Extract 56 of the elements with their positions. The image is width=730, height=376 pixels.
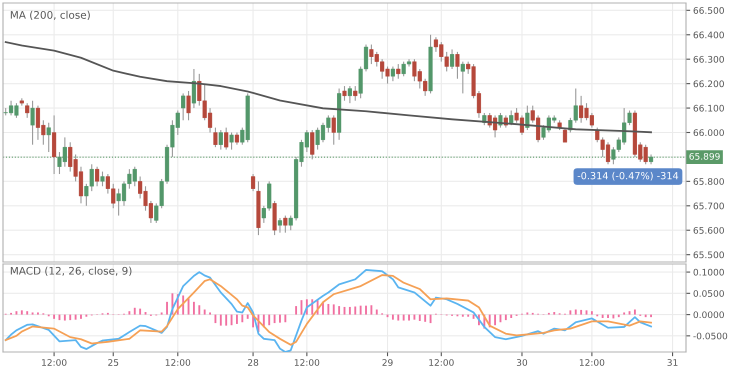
candlestick xyxy=(450,48,454,70)
candlestick xyxy=(46,122,51,153)
candlestick xyxy=(509,110,514,126)
candlestick xyxy=(332,114,336,146)
y-tick-label: 66.200 xyxy=(694,80,724,88)
candlestick xyxy=(396,64,400,80)
candlestick xyxy=(460,61,465,94)
candlestick xyxy=(342,86,347,102)
annotation: -0.314 (-0.47%) -314 xyxy=(578,172,678,180)
candlestick xyxy=(283,215,288,234)
x-tick-label: 12:00 xyxy=(42,359,66,366)
y-tick-label: 0.1000 xyxy=(694,268,724,276)
x-tick-label: 12:00 xyxy=(166,359,190,366)
x-tick-label: 12:00 xyxy=(294,359,320,366)
candlestick xyxy=(234,132,240,146)
y-tick-label: 65.700 xyxy=(694,202,724,210)
x-tick-label: 28 xyxy=(248,359,258,366)
candlestick xyxy=(95,166,100,187)
y-tick-label: 66.500 xyxy=(694,7,724,14)
x-tick-label: 25 xyxy=(108,359,118,366)
line-series xyxy=(4,41,652,134)
y-tick-label: 0.0000 xyxy=(694,311,724,318)
y-tick-label: 66.000 xyxy=(694,129,724,136)
y-tick-label: 66.400 xyxy=(694,31,724,38)
candlestick xyxy=(455,51,460,80)
candlestick xyxy=(100,171,105,187)
candlestick xyxy=(213,127,218,148)
x-tick-label: 29 xyxy=(382,359,393,366)
x-tick-label: 12:00 xyxy=(580,359,604,366)
candlestick xyxy=(278,217,282,234)
y-tick-label: 65.600 xyxy=(694,226,724,234)
x-tick-label: 31 xyxy=(668,359,678,366)
y-tick-label: 66.300 xyxy=(694,56,724,63)
candlestick xyxy=(224,127,228,150)
x-tick-label: 12:00 xyxy=(429,359,454,366)
y-tick-label: 0.0500 xyxy=(694,290,724,297)
chart-title: MACD (12, 26, close, 9) xyxy=(10,266,132,276)
candlestick xyxy=(25,102,30,118)
candlestick xyxy=(353,86,358,102)
candlestick xyxy=(250,173,256,192)
candlestick xyxy=(181,92,186,121)
candlestick xyxy=(310,130,314,160)
x-tick-label: 30 xyxy=(516,359,528,366)
candlestick xyxy=(186,90,191,121)
y-tick-label: 65.800 xyxy=(694,178,724,185)
text: MA (200, close) xyxy=(10,10,90,20)
y-tick-label: 66.100 xyxy=(694,104,724,112)
candlestick xyxy=(229,132,234,150)
candlestick xyxy=(390,66,395,82)
candlestick xyxy=(348,86,352,104)
y-tick-label: -0.0500 xyxy=(693,332,728,340)
candlestick xyxy=(218,130,223,150)
candlestick xyxy=(30,100,35,146)
y-tick-label: 65.500 xyxy=(694,251,724,258)
candlestick xyxy=(192,68,196,109)
ref-line-label: 65.899 xyxy=(689,152,720,160)
